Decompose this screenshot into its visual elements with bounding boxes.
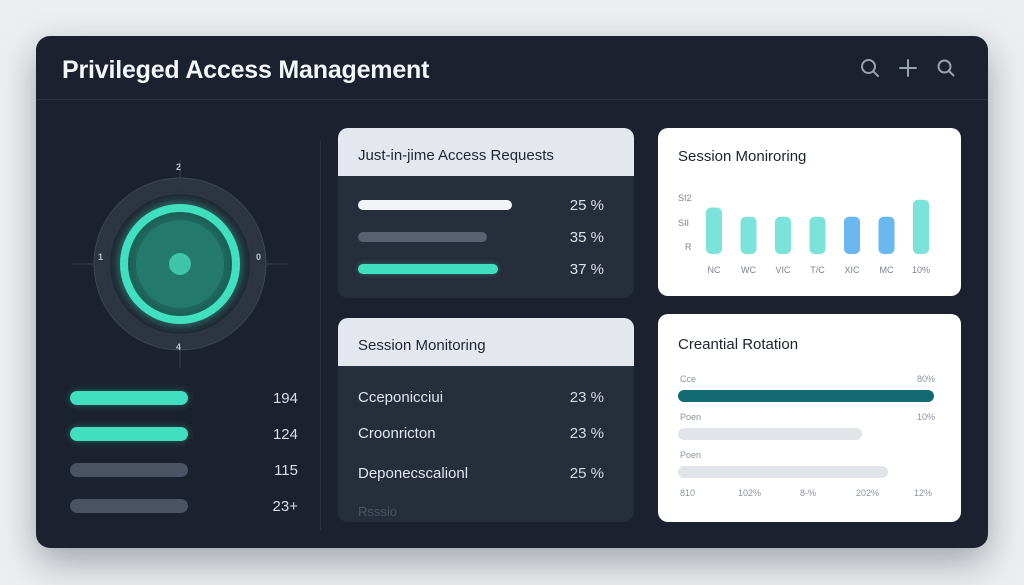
metric-value: 194 — [272, 390, 298, 407]
access-dial: 2 1 0 4 — [72, 156, 288, 372]
metric-bar — [70, 463, 188, 477]
session-label: Cceponicciui — [358, 389, 444, 406]
metric-value: 124 — [272, 426, 298, 443]
chart-bar — [775, 216, 791, 254]
left-metric-bars: 194 124 115 23+ — [70, 388, 298, 532]
dial-label-top: 2 — [176, 162, 182, 172]
list-item[interactable]: Croonricton 23 % — [358, 414, 634, 450]
y-tick-label: SII — [678, 218, 689, 228]
row-label: Cce — [680, 374, 697, 384]
card-title: Just-in-jime Access Requests — [338, 128, 634, 176]
axis-label: 810 — [680, 488, 696, 498]
axis-label: 8-% — [800, 488, 817, 498]
card-title: Creantial Rotation — [678, 336, 799, 353]
y-tick-label: R — [685, 242, 692, 252]
jit-row: 25 % — [358, 188, 634, 220]
metric-row: 23+ — [70, 496, 298, 532]
session-label: Deponecscalionl — [358, 465, 469, 482]
x-tick-label: MC — [880, 265, 894, 275]
progress-value: 35 % — [569, 229, 604, 246]
metric-row: 194 — [70, 388, 298, 424]
x-tick-label: 10% — [912, 265, 930, 275]
search-icon[interactable] — [858, 56, 882, 80]
chart-bar — [740, 216, 757, 254]
dial-label-bottom: 4 — [176, 342, 182, 352]
page-title: Privileged Access Management — [62, 56, 430, 84]
jit-row: 37 % — [358, 252, 634, 284]
row-label: Poen — [680, 412, 702, 422]
metric-row: 115 — [70, 460, 298, 496]
session-monitoring-card[interactable]: Session Monitoring Cceponicciui 23 % Cro… — [338, 318, 634, 522]
axis-label: 102% — [738, 488, 762, 498]
x-tick-label: XIC — [844, 265, 860, 275]
list-item[interactable]: Cceponicciui 23 % — [358, 378, 634, 414]
metric-bar — [70, 427, 188, 441]
progress-value: 25 % — [569, 197, 604, 214]
dial-label-left: 1 — [98, 252, 104, 262]
progress-bar — [358, 200, 512, 210]
progress-bar — [358, 232, 488, 242]
axis-label: 12% — [914, 488, 933, 498]
row-value: 80% — [916, 374, 935, 384]
session-bar-chart: SI2 SII R NC WC VIC T/C XIC MC 10% — [678, 193, 930, 275]
jit-access-card[interactable]: Just-in-jime Access Requests 25 % 35 % 3… — [338, 128, 634, 298]
row-value: 10% — [916, 412, 935, 422]
session-label: Croonricton — [358, 425, 436, 442]
x-tick-label: WC — [741, 265, 756, 275]
rotation-bar — [678, 466, 888, 478]
credential-rotation-card[interactable]: Creantial Rotation Cce 80% Poen 10% Poen… — [658, 314, 961, 522]
y-tick-label: SI2 — [678, 193, 692, 203]
header-actions — [858, 56, 958, 80]
chart-bar — [706, 207, 722, 254]
rotation-bar — [678, 390, 934, 402]
metric-bar — [70, 391, 188, 405]
metric-bar — [70, 499, 188, 513]
chart-bar — [878, 216, 895, 254]
plus-icon[interactable] — [896, 56, 920, 80]
pam-dashboard-window: Privileged Access Management — [36, 36, 988, 548]
session-value: 23 % — [569, 425, 604, 442]
row-label: Poen — [680, 450, 702, 460]
metric-row: 124 — [70, 424, 298, 460]
search-icon[interactable] — [934, 56, 958, 80]
session-value: 23 % — [569, 389, 604, 406]
card-title: Session Moniroring — [678, 148, 807, 165]
jit-row: 35 % — [358, 220, 634, 252]
x-tick-label: NC — [708, 265, 721, 275]
metric-value: 115 — [274, 462, 298, 479]
chart-bar — [844, 216, 860, 254]
axis-label: 202% — [856, 488, 880, 498]
x-tick-label: VIC — [775, 265, 791, 275]
chart-bar — [913, 199, 929, 254]
session-value: 25 % — [569, 465, 604, 482]
session-chart-card[interactable]: Session Moniroring SI2 SII R NC WC VIC T/C X… — [658, 128, 961, 296]
x-tick-label: T/C — [810, 265, 825, 275]
column-divider — [320, 140, 321, 530]
card-title: Session Monitoring — [338, 318, 634, 366]
rotation-bar — [678, 428, 863, 440]
metric-value: 23+ — [272, 498, 298, 515]
list-item[interactable]: Deponecscalionl 25 % — [358, 454, 634, 490]
progress-value: 37 % — [569, 261, 604, 278]
faded-list-item: Rsssio — [358, 504, 398, 519]
chart-bar — [809, 216, 826, 254]
app-header: Privileged Access Management — [36, 36, 988, 100]
progress-bar — [358, 264, 499, 274]
dial-label-right: 0 — [256, 252, 262, 262]
